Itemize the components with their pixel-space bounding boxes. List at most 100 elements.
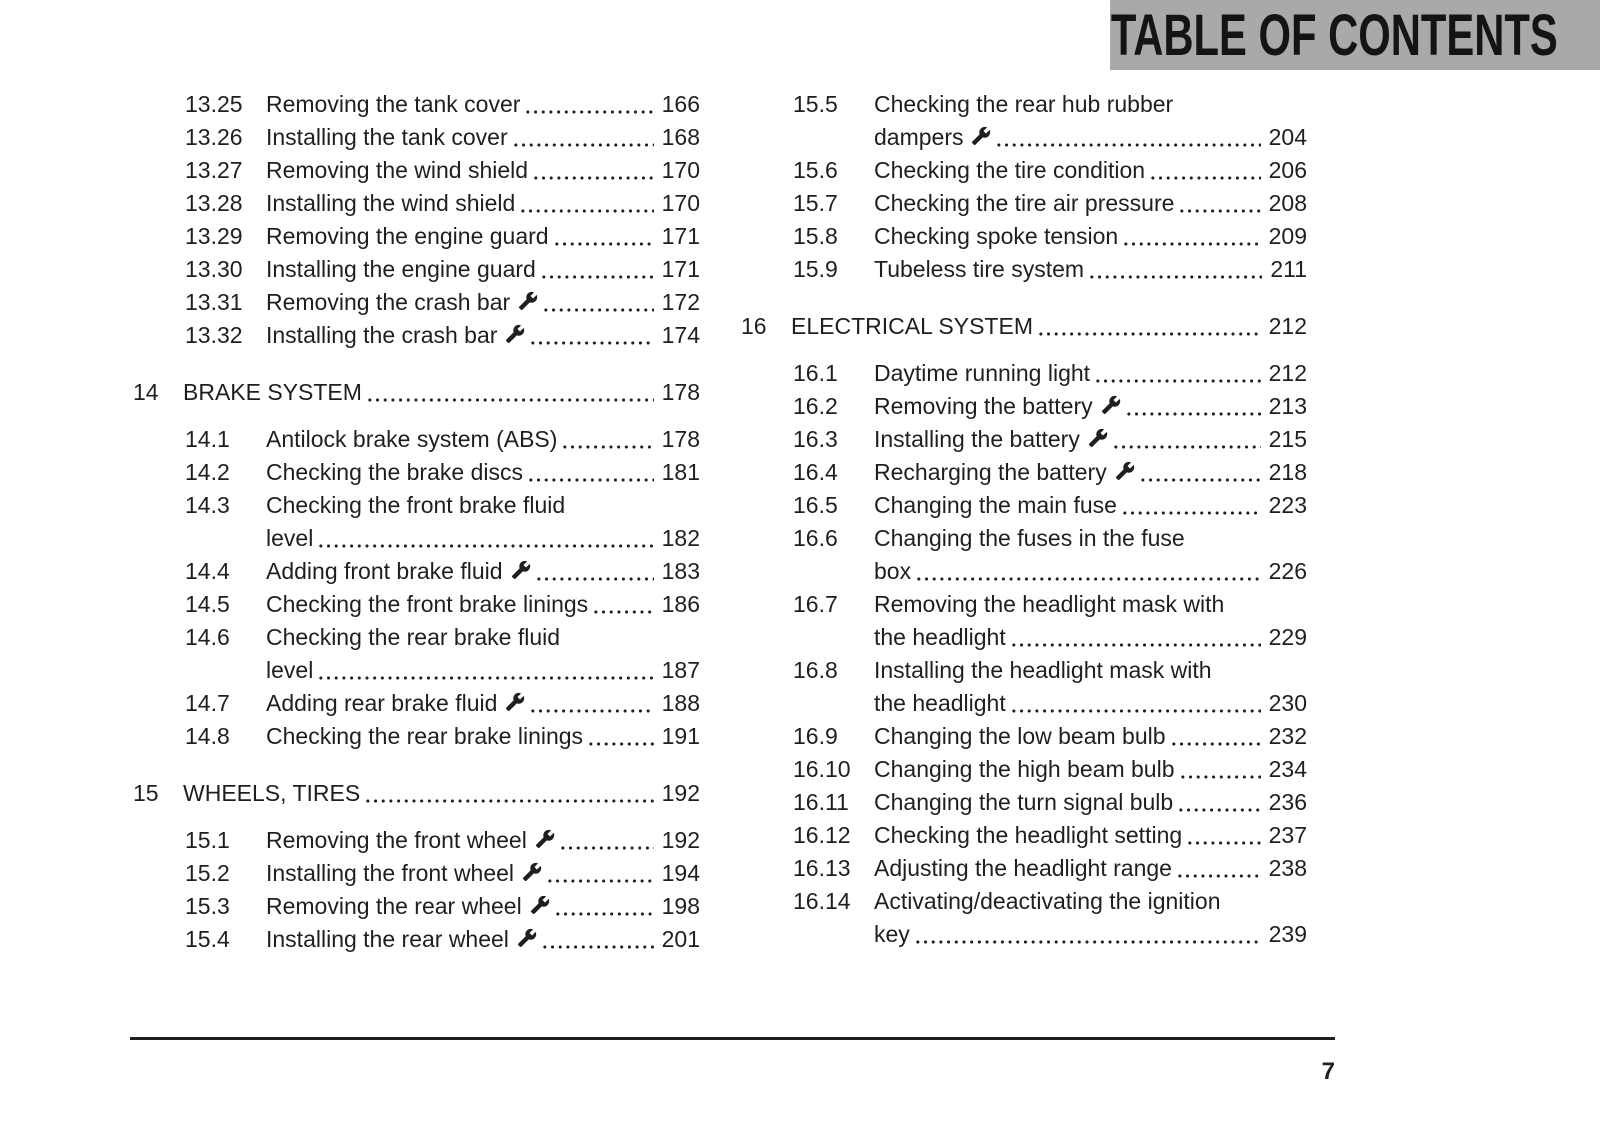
toc-entry[interactable]: 16.2 Removing the battery 213 <box>741 390 1307 423</box>
entry-page: 182 <box>661 525 700 551</box>
toc-entry[interactable]: 13.32 Installing the crash bar 174 <box>133 319 700 352</box>
entry-number: 13.31 <box>185 289 243 315</box>
toc-entry[interactable]: 14.4 Adding front brake fluid 183 <box>133 555 700 588</box>
dot-leader <box>913 918 1261 951</box>
toc-entry[interactable]: 15.2 Installing the front wheel 194 <box>133 857 700 890</box>
entry-page: 172 <box>661 289 700 315</box>
entry-title: Installing the front wheel <box>266 860 515 886</box>
toc-entry[interactable]: 14.5 Checking the front brake linings 186 <box>133 588 700 621</box>
toc-entry[interactable]: 14.3 Checking the front brake fluid <box>133 489 700 522</box>
toc-entry[interactable]: 13.29 Removing the engine guard 171 <box>133 220 700 253</box>
toc-entry[interactable]: 16.6 Changing the fuses in the fuse <box>741 522 1307 555</box>
entry-number: 15.6 <box>793 157 838 183</box>
page-number: 7 <box>1321 1058 1335 1085</box>
toc-entry[interactable]: 16.14 Activating/deactivating the ignitio… <box>741 885 1307 918</box>
dot-leader <box>1186 819 1261 852</box>
entry-number <box>793 687 874 720</box>
toc-entry[interactable]: 16.11 Changing the turn signal bulb 236 <box>741 786 1307 819</box>
entry-page: 181 <box>661 459 700 485</box>
toc-entry[interactable]: 16.5 Changing the main fuse 223 <box>741 489 1307 522</box>
toc-entry[interactable]: key 239 <box>741 918 1307 951</box>
toc-entry[interactable]: 14.8 Checking the rear brake linings 191 <box>133 720 700 753</box>
entry-title: Removing the crash bar <box>266 289 511 315</box>
entry-page: 236 <box>1268 789 1307 815</box>
toc-entry[interactable]: 15.4 Installing the rear wheel 201 <box>133 923 700 956</box>
entry-title: Recharging the battery <box>874 459 1107 485</box>
toc-entry[interactable]: 15.6 Checking the tire condition 206 <box>741 154 1307 187</box>
toc-entry[interactable]: 16.9 Changing the low beam bulb 232 <box>741 720 1307 753</box>
toc-chapter-entry[interactable]: 15 WHEELS, TIRES 192 <box>133 777 700 810</box>
toc-entry[interactable]: 13.30 Installing the engine guard 171 <box>133 253 700 286</box>
entry-page: 183 <box>661 558 700 584</box>
toc-entry[interactable]: 14.7 Adding rear brake fluid 188 <box>133 687 700 720</box>
entry-page: 188 <box>661 690 700 716</box>
entry-title: Changing the low beam bulb <box>874 723 1166 749</box>
entry-title: Removing the tank cover <box>266 91 521 117</box>
toc-entry[interactable]: 15.7 Checking the tire air pressure 208 <box>741 187 1307 220</box>
toc-entry[interactable]: 13.25 Removing the tank cover 166 <box>133 88 700 121</box>
entry-number <box>793 918 874 951</box>
toc-entry[interactable]: level 187 <box>133 654 700 687</box>
dot-leader <box>1138 456 1261 489</box>
entry-page: 234 <box>1268 756 1307 782</box>
toc-entry[interactable]: 16.13 Adjusting the headlight range 238 <box>741 852 1307 885</box>
entry-page: 238 <box>1268 855 1307 881</box>
entry-number: 15.4 <box>185 926 230 952</box>
toc-entry[interactable]: level 182 <box>133 522 700 555</box>
entry-number: 15.2 <box>185 860 230 886</box>
entry-title: Installing the tank cover <box>266 124 508 150</box>
entry-number: 16.2 <box>793 393 838 419</box>
toc-chapter-entry[interactable]: 14 BRAKE SYSTEM 178 <box>133 376 700 409</box>
toc-entry[interactable]: 13.31 Removing the crash bar 172 <box>133 286 700 319</box>
toc-entry[interactable]: 13.26 Installing the tank cover 168 <box>133 121 700 154</box>
entry-number: 15.9 <box>793 256 838 282</box>
entry-number: 13.32 <box>185 322 243 348</box>
dot-leader <box>552 220 654 253</box>
toc-entry[interactable]: 16.8 Installing the headlight mask with <box>741 654 1307 687</box>
entry-title: level <box>266 525 314 551</box>
toc-entry[interactable]: 15.3 Removing the rear wheel 198 <box>133 890 700 923</box>
entry-title: Checking the rear brake linings <box>266 723 584 749</box>
dot-leader <box>1178 187 1261 220</box>
toc-entry[interactable]: 15.8 Checking spoke tension 209 <box>741 220 1307 253</box>
wrench-icon <box>511 560 531 580</box>
toc-entry[interactable]: the headlight 230 <box>741 687 1307 720</box>
entry-title: Removing the headlight mask with <box>874 591 1225 617</box>
toc-entry[interactable]: dampers 204 <box>741 121 1307 154</box>
toc-entry[interactable]: 13.28 Installing the wind shield 170 <box>133 187 700 220</box>
toc-entry[interactable]: 14.2 Checking the brake discs 181 <box>133 456 700 489</box>
dot-leader <box>532 154 654 187</box>
toc-entry[interactable]: 16.3 Installing the battery 215 <box>741 423 1307 456</box>
toc-entry[interactable]: box 226 <box>741 555 1307 588</box>
toc-entry[interactable]: 13.27 Removing the wind shield 170 <box>133 154 700 187</box>
dot-leader <box>1036 310 1261 343</box>
entry-title: Checking the front brake linings <box>266 591 589 617</box>
toc-chapter-entry[interactable]: 16 ELECTRICAL SYSTEM 212 <box>741 310 1307 343</box>
toc-entry[interactable]: 14.1 Antilock brake system (ABS) 178 <box>133 423 700 456</box>
entry-number: 16.3 <box>793 426 838 452</box>
entry-title: dampers <box>874 124 964 150</box>
toc-column-left: 13.25 Removing the tank cover 166 13.26 Inst… <box>133 88 700 956</box>
toc-entry[interactable]: 15.1 Removing the front wheel 192 <box>133 824 700 857</box>
entry-number: 16.14 <box>793 888 851 914</box>
toc-entry[interactable]: the headlight 229 <box>741 621 1307 654</box>
toc-entry[interactable]: 16.7 Removing the headlight mask with <box>741 588 1307 621</box>
toc-entry[interactable]: 15.5 Checking the rear hub rubber <box>741 88 1307 121</box>
toc-entry[interactable]: 14.6 Checking the rear brake fluid <box>133 621 700 654</box>
dot-leader <box>519 187 654 220</box>
entry-number: 16.6 <box>793 525 838 551</box>
toc-entry[interactable]: 16.4 Recharging the battery 218 <box>741 456 1307 489</box>
entry-page: 192 <box>661 827 700 853</box>
toc-entry[interactable]: 16.10 Changing the high beam bulb 234 <box>741 753 1307 786</box>
entry-number: 15.8 <box>793 223 838 249</box>
toc-entry[interactable]: 16.12 Checking the headlight setting 237 <box>741 819 1307 852</box>
dot-leader <box>1178 753 1261 786</box>
entry-title: Installing the wind shield <box>266 190 516 216</box>
entry-title: Activating/deactivating the ignition <box>874 888 1221 914</box>
entry-number <box>793 121 874 154</box>
toc-entry[interactable]: 16.1 Daytime running light 212 <box>741 357 1307 390</box>
entry-page: 208 <box>1268 190 1307 216</box>
toc-entry[interactable]: 15.9 Tubeless tire system 211 <box>741 253 1307 286</box>
entry-title: Checking the tire condition <box>874 157 1146 183</box>
dot-leader <box>1111 423 1261 456</box>
